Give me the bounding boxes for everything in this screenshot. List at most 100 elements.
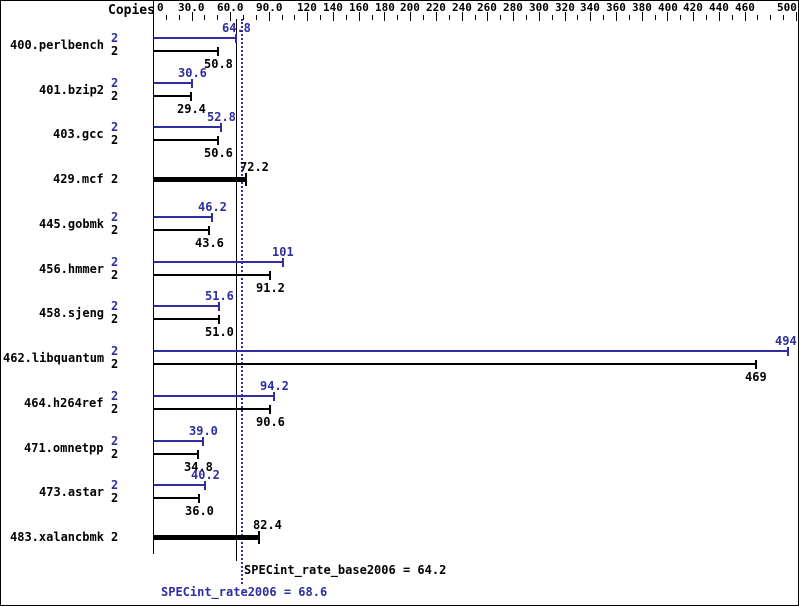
copies-count: 2: [111, 255, 119, 269]
single-value-label: 72.2: [240, 160, 269, 174]
copies-count: 2: [111, 133, 119, 147]
copies-count: 2: [111, 44, 119, 58]
tick-label: 120: [297, 1, 317, 14]
minor-tick: [680, 15, 681, 20]
minor-tick: [783, 15, 784, 20]
base-value-label: 51.0: [205, 325, 234, 339]
major-tick: [269, 12, 270, 21]
minor-tick: [423, 15, 424, 20]
major-tick: [462, 12, 463, 21]
minor-tick: [346, 15, 347, 20]
minor-tick: [500, 15, 501, 20]
base-value-label: 50.8: [204, 57, 233, 71]
bar-end-serif: [235, 34, 237, 43]
peak-bar: [154, 82, 192, 84]
tick-label: 500: [777, 1, 797, 14]
base-value-label: 469: [745, 370, 767, 384]
tick-label: 320: [555, 1, 575, 14]
copies-count: 2: [111, 223, 119, 237]
base-bar: [154, 50, 218, 52]
base-reference-line: [236, 19, 237, 561]
major-tick: [192, 12, 193, 21]
major-tick: [384, 12, 385, 21]
tick-label: 240: [452, 1, 472, 14]
single-value-label: 82.4: [253, 518, 282, 532]
copies-count: 2: [111, 89, 119, 103]
minor-tick: [166, 15, 167, 20]
minor-tick: [706, 15, 707, 20]
benchmark-label: 471.omnetpp: [24, 441, 104, 455]
minor-tick: [243, 15, 244, 20]
peak-bar: [154, 350, 788, 352]
peak-value-label: 40.2: [191, 468, 220, 482]
benchmark-label: 400.perlbench: [10, 38, 104, 52]
base-value-label: 43.6: [195, 236, 224, 250]
bar-end-serif: [198, 494, 200, 503]
base-value-label: 90.6: [256, 415, 285, 429]
bar-end-serif: [245, 173, 247, 186]
major-tick: [307, 12, 308, 21]
major-tick: [565, 12, 566, 21]
peak-value-label: 101: [272, 245, 294, 259]
copies-count: 2: [111, 491, 119, 505]
major-tick: [333, 12, 334, 21]
bar-end-serif: [217, 136, 219, 145]
major-tick: [230, 12, 231, 21]
y-axis-line: [153, 1, 154, 554]
minor-tick: [282, 15, 283, 20]
major-tick: [693, 12, 694, 21]
copies-count: 2: [111, 312, 119, 326]
tick-label: 340: [580, 1, 600, 14]
minor-tick: [217, 15, 218, 20]
tick-label: 300: [529, 1, 549, 14]
base-value-label: 50.6: [204, 146, 233, 160]
benchmark-label: 464.h264ref: [24, 396, 104, 410]
peak-bar: [154, 37, 236, 39]
minor-tick: [204, 15, 205, 20]
tick-label: 30.0: [178, 1, 205, 14]
minor-tick: [397, 15, 398, 20]
minor-tick: [526, 15, 527, 20]
tick-label: 420: [683, 1, 703, 14]
peak-value-label: 46.2: [198, 200, 227, 214]
peak-bar: [154, 126, 221, 128]
benchmark-label: 403.gcc: [53, 127, 104, 141]
major-tick: [667, 12, 668, 21]
major-tick: [642, 12, 643, 21]
minor-tick: [256, 15, 257, 20]
copies-count: 2: [111, 120, 119, 134]
minor-tick: [732, 15, 733, 20]
base-bar: [154, 408, 270, 410]
peak-value-label: 30.6: [178, 66, 207, 80]
major-tick: [590, 12, 591, 21]
copies-count: 2: [111, 530, 119, 544]
base-bar: [154, 95, 191, 97]
bar-end-serif: [787, 347, 789, 356]
tick-label: 200: [400, 1, 420, 14]
tick-label: 220: [426, 1, 446, 14]
peak-bar: [154, 216, 212, 218]
tick-label: 260: [477, 1, 497, 14]
benchmark-label: 429.mcf: [53, 172, 104, 186]
bar-end-serif: [755, 360, 757, 369]
minor-tick: [603, 15, 604, 20]
peak-bar: [154, 395, 274, 397]
base-bar: [154, 318, 219, 320]
major-tick: [539, 12, 540, 21]
base-value-label: 34.8: [184, 460, 213, 474]
base-value-label: 91.2: [256, 281, 285, 295]
base-bar: [154, 274, 270, 276]
copies-count: 2: [111, 357, 119, 371]
peak-metric-text: SPECint_rate2006 = 68.6: [161, 585, 328, 599]
major-tick: [719, 12, 720, 21]
minor-tick: [320, 15, 321, 20]
minor-tick: [372, 15, 373, 20]
bar-end-serif: [218, 315, 220, 324]
copies-count: 2: [111, 76, 119, 90]
copies-count: 2: [111, 344, 119, 358]
minor-tick: [770, 15, 771, 20]
peak-bar: [154, 305, 219, 307]
minor-tick: [449, 15, 450, 20]
benchmark-label: 483.xalancbmk: [10, 530, 104, 544]
peak-value-label: 94.2: [260, 379, 289, 393]
